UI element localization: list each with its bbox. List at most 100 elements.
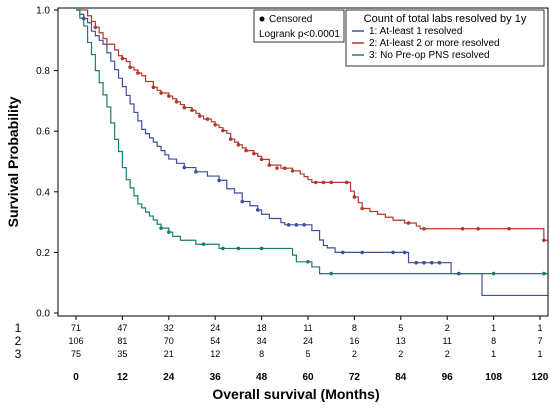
censor-point-3 <box>259 246 264 251</box>
censor-point-2 <box>190 108 194 113</box>
x-axis-title: Overall survival (Months) <box>212 386 379 402</box>
risk-value: 1 <box>537 323 542 333</box>
censor-point-2 <box>167 94 171 98</box>
y-tick-label: 0.6 <box>36 127 50 138</box>
censor-point-2 <box>290 169 295 173</box>
censor-point-1 <box>182 165 187 170</box>
censor-point-1 <box>391 250 395 255</box>
censor-point-3 <box>329 271 334 276</box>
risk-row-label: 1 <box>15 321 22 335</box>
risk-value: 12 <box>210 349 220 359</box>
censor-point-3 <box>159 226 163 230</box>
series-legend-title: Count of total labs resolved by 1y <box>364 13 527 25</box>
risk-value: 54 <box>210 336 220 346</box>
censor-point-2 <box>120 56 125 61</box>
logrank-label: Logrank p<0.0001 <box>259 29 340 40</box>
risk-value: 5 <box>398 323 403 333</box>
censor-marks <box>81 16 546 276</box>
y-axis: 0.0 0.2 0.4 0.6 0.8 1.0 <box>36 6 58 320</box>
censor-point-1 <box>437 260 442 265</box>
y-tick-label: 0.8 <box>36 66 50 77</box>
risk-value: 11 <box>443 336 452 346</box>
risk-value: 75 <box>71 349 81 359</box>
censor-point-3 <box>221 246 225 251</box>
risk-value: 8 <box>259 349 264 359</box>
risk-value: 2 <box>398 349 403 359</box>
censor-point-2 <box>244 148 248 153</box>
risk-row-label: 3 <box>15 347 22 361</box>
censor-point-2 <box>283 166 287 170</box>
censor-point-2 <box>136 71 140 75</box>
y-tick-label: 1.0 <box>36 6 50 17</box>
risk-value: 7 <box>537 336 542 346</box>
risk-value: 81 <box>117 336 127 346</box>
censor-point-2 <box>259 157 264 162</box>
censor-point-2 <box>159 91 163 95</box>
risk-value: 2 <box>445 349 450 359</box>
censor-point-2 <box>182 105 187 110</box>
censor-point-2 <box>93 25 98 30</box>
censor-point-2 <box>213 123 217 127</box>
x-tick-label: 120 <box>532 372 549 383</box>
censor-point-2 <box>329 180 334 185</box>
censor-point-2 <box>476 226 480 231</box>
x-tick-label: 36 <box>210 372 222 383</box>
censor-legend-label: Censored <box>269 14 312 25</box>
censor-point-1 <box>457 271 461 276</box>
censor-point-2 <box>221 128 225 133</box>
censor-point-2 <box>267 163 272 167</box>
x-tick-label: 108 <box>485 372 502 383</box>
censor-point-3 <box>306 259 310 264</box>
risk-value: 24 <box>303 336 313 346</box>
censor-point-2 <box>275 166 279 170</box>
censor-point-1 <box>360 250 364 255</box>
censor-point-1 <box>286 223 291 227</box>
x-tick-label: 48 <box>256 372 268 383</box>
risk-value: 2 <box>352 349 357 359</box>
y-axis-title: Survival Probability <box>5 96 21 227</box>
legend-label-3: 3: No Pre-op PNS resolved <box>369 50 490 61</box>
risk-value: 1 <box>491 323 496 333</box>
risk-value: 16 <box>349 336 359 346</box>
censor-point-2 <box>174 100 179 104</box>
risk-value: 35 <box>117 349 127 359</box>
y-tick-label: 0.0 <box>36 309 50 320</box>
series-legend-box <box>345 9 545 67</box>
risk-value: 70 <box>164 336 174 346</box>
censor-point-2 <box>252 151 256 156</box>
censor-legend-marker <box>259 16 265 22</box>
censor-point-1 <box>294 223 299 227</box>
risk-value: 8 <box>352 323 357 333</box>
censor-point-2 <box>151 85 156 90</box>
risk-value: 1 <box>491 349 496 359</box>
censor-point-1 <box>217 178 221 183</box>
risk-value: 13 <box>396 336 406 346</box>
censor-point-1 <box>429 260 434 265</box>
censor-point-3 <box>201 242 206 247</box>
x-tick-label: 96 <box>442 372 454 383</box>
censor-point-2 <box>460 226 465 231</box>
legend-label-2: 2: At-least 2 or more resolved <box>369 38 500 49</box>
series-line-1 <box>76 9 548 297</box>
censor-point-1 <box>255 208 260 212</box>
risk-value: 34 <box>257 336 267 346</box>
risk-row-label: 2 <box>15 334 22 348</box>
risk-value: 8 <box>491 336 496 346</box>
x-tick-label: 24 <box>163 372 175 383</box>
y-tick-label: 0.2 <box>36 248 50 259</box>
censor-point-2 <box>507 226 511 231</box>
censor-point-2 <box>406 221 411 225</box>
censor-point-2 <box>197 114 202 118</box>
risk-value: 5 <box>305 349 310 359</box>
risk-value: 2 <box>445 323 450 333</box>
censor-point-2 <box>236 143 241 147</box>
risk-value: 24 <box>210 323 220 333</box>
risk-value: 71 <box>71 323 81 333</box>
risk-value: 47 <box>117 323 127 333</box>
series-line-3 <box>76 9 548 275</box>
censor-point-2 <box>205 117 210 121</box>
censor-point-2 <box>344 180 349 185</box>
censor-point-2 <box>360 206 364 211</box>
censor-point-3 <box>491 271 496 276</box>
censor-point-2 <box>321 180 326 185</box>
